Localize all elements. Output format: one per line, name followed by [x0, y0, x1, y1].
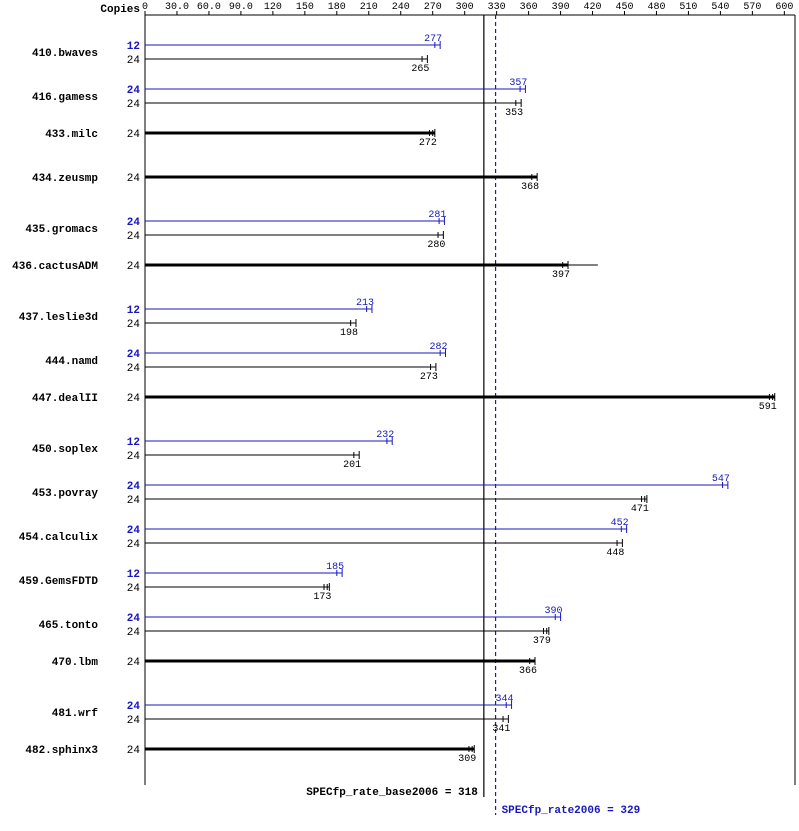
copies-value: 24 — [127, 583, 141, 595]
copies-value: 24 — [127, 525, 141, 537]
x-tick-label: 330 — [488, 2, 506, 13]
bar-value: 448 — [606, 548, 624, 559]
copies-value: 24 — [127, 99, 141, 111]
bar-value: 591 — [759, 402, 777, 413]
benchmark-label: 459.GemsFDTD — [19, 576, 99, 588]
bar-value: 265 — [411, 64, 429, 75]
bar-value: 280 — [427, 240, 445, 251]
bar-value: 198 — [340, 328, 358, 339]
benchmark-label: 481.wrf — [52, 708, 99, 720]
x-tick-label: 90.0 — [229, 2, 253, 13]
bar-value: 272 — [419, 138, 437, 149]
bar-value: 397 — [552, 270, 570, 281]
benchmark-label: 444.namd — [45, 356, 98, 368]
benchmark-label: 447.dealII — [32, 393, 98, 405]
bar-value: 357 — [509, 78, 527, 89]
copies-value: 24 — [127, 393, 141, 405]
benchmark-label: 416.gamess — [32, 92, 98, 104]
x-tick-label: 60.0 — [197, 2, 221, 13]
benchmark-label: 434.zeusmp — [32, 173, 98, 185]
copies-value: 24 — [127, 657, 141, 669]
bar-value: 379 — [533, 636, 551, 647]
bar-value: 213 — [356, 298, 374, 309]
copies-value: 24 — [127, 495, 141, 507]
benchmark-label: 470.lbm — [52, 657, 99, 669]
copies-header: Copies — [100, 4, 140, 16]
spec-chart: 0 30.0 60.0 90.0 120 150 180 210 240 270 300 330 360… — [0, 0, 799, 831]
copies-value: 24 — [127, 715, 141, 727]
copies-value: 24 — [127, 701, 141, 713]
copies-value: 24 — [127, 539, 141, 551]
copies-value: 24 — [127, 173, 141, 185]
benchmark-label: 465.tonto — [39, 620, 99, 632]
copies-value: 24 — [127, 627, 141, 639]
x-tick-label: 450 — [616, 2, 634, 13]
x-tick-label: 300 — [456, 2, 474, 13]
bar-value: 185 — [326, 562, 344, 573]
x-tick-label: 150 — [296, 2, 314, 13]
copies-value: 24 — [127, 745, 141, 757]
bar-value: 368 — [521, 182, 539, 193]
copies-value: 24 — [127, 451, 141, 463]
copies-value: 12 — [127, 437, 140, 449]
copies-value: 24 — [127, 481, 141, 493]
x-tick-label: 540 — [711, 2, 729, 13]
benchmark-label: 435.gromacs — [25, 224, 98, 236]
benchmark-label: 454.calculix — [19, 532, 99, 544]
x-tick-label: 0 — [142, 2, 148, 13]
bar-value: 201 — [343, 460, 361, 471]
bar-value: 341 — [492, 724, 510, 735]
bar-value: 282 — [429, 342, 447, 353]
copies-value: 24 — [127, 217, 141, 229]
x-tick-label: 480 — [647, 2, 665, 13]
x-tick-label: 240 — [392, 2, 410, 13]
copies-value: 24 — [127, 129, 141, 141]
bar-value: 547 — [712, 474, 730, 485]
x-tick-label: 30.0 — [165, 2, 189, 13]
x-tick-label: 510 — [679, 2, 697, 13]
x-tick-label: 210 — [360, 2, 378, 13]
benchmark-label: 482.sphinx3 — [25, 745, 98, 757]
x-tick-label: 120 — [264, 2, 282, 13]
benchmark-label: 410.bwaves — [32, 48, 98, 60]
summary-label: SPECfp_rate_base2006 = 318 — [306, 787, 478, 799]
bar-value: 366 — [519, 666, 537, 677]
benchmark-label: 433.milc — [45, 129, 98, 141]
benchmark-label: 450.soplex — [32, 444, 98, 456]
benchmark-label: 437.leslie3d — [19, 312, 98, 324]
copies-value: 12 — [127, 569, 140, 581]
x-tick-label: 420 — [584, 2, 602, 13]
copies-value: 12 — [127, 305, 140, 317]
bar-value: 173 — [313, 592, 331, 603]
summary-label: SPECfp_rate2006 = 329 — [502, 805, 641, 817]
bar-value: 309 — [458, 754, 476, 765]
bar-value: 471 — [631, 504, 649, 515]
bar-value: 232 — [376, 430, 394, 441]
x-tick-label: 360 — [520, 2, 538, 13]
copies-value: 24 — [127, 349, 141, 361]
copies-value: 24 — [127, 363, 141, 375]
bar-value: 344 — [496, 694, 514, 705]
bar-value: 277 — [424, 34, 442, 45]
x-tick-label: 390 — [552, 2, 570, 13]
benchmark-label: 436.cactusADM — [12, 261, 98, 273]
bar-value: 281 — [428, 210, 446, 221]
copies-value: 24 — [127, 261, 141, 273]
copies-value: 24 — [127, 613, 141, 625]
copies-value: 24 — [127, 85, 141, 97]
x-tick-label: 600 — [775, 2, 793, 13]
bar-value: 353 — [505, 108, 523, 119]
benchmark-label: 453.povray — [32, 488, 98, 500]
copies-value: 24 — [127, 231, 141, 243]
bar-value: 273 — [420, 372, 438, 383]
copies-value: 24 — [127, 55, 141, 67]
bar-value: 390 — [545, 606, 563, 617]
copies-value: 12 — [127, 41, 140, 53]
x-tick-label: 270 — [424, 2, 442, 13]
x-tick-label: 180 — [328, 2, 346, 13]
bar-value: 452 — [611, 518, 629, 529]
x-tick-label: 570 — [743, 2, 761, 13]
copies-value: 24 — [127, 319, 141, 331]
